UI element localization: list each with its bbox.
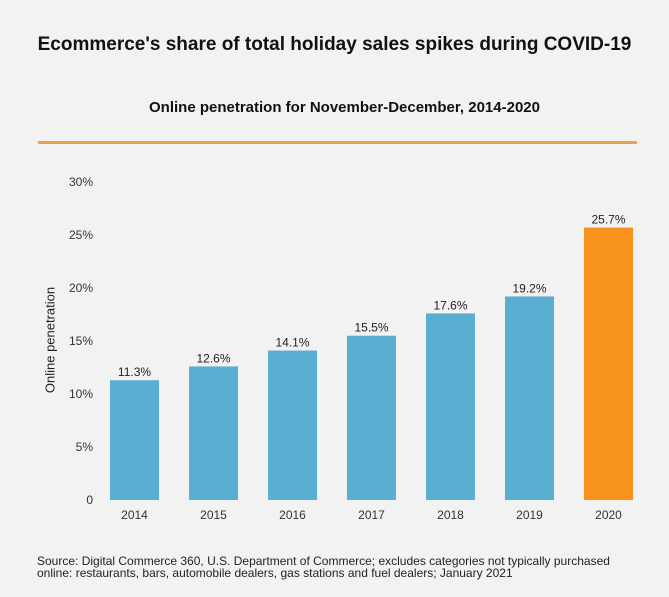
data-label-2018: 17.6% [433, 298, 467, 312]
data-label-2016: 14.1% [275, 336, 309, 350]
y-tick-label: 5% [76, 440, 94, 454]
x-tick-label: 2016 [279, 508, 306, 522]
bar-2016 [268, 350, 317, 500]
bar-2018 [426, 313, 475, 500]
source-note: Source: Digital Commerce 360, U.S. Depar… [37, 554, 610, 580]
y-tick-label: 10% [69, 387, 93, 401]
x-tick-label: 2020 [595, 508, 622, 522]
x-tick-label: 2017 [358, 508, 385, 522]
data-label-2019: 19.2% [512, 281, 546, 295]
y-tick-label: 25% [69, 228, 93, 242]
x-tick-label: 2015 [200, 508, 227, 522]
y-tick-label: 15% [69, 334, 93, 348]
bar-2017 [347, 335, 396, 500]
bar-2015 [189, 366, 238, 500]
data-labels: 11.3% 12.6% 14.1% 15.5% 17.6% 19.2% 25.7% [118, 213, 626, 380]
x-tick-label: 2014 [121, 508, 148, 522]
chart-title: Ecommerce's share of total holiday sales… [37, 34, 632, 55]
bars [110, 227, 633, 500]
x-axis-ticks: 2014 2015 2016 2017 2018 2019 2020 [121, 508, 622, 522]
y-tick-label: 30% [69, 175, 93, 189]
data-label-2014: 11.3% [118, 365, 151, 379]
chart-subtitle: Online penetration for November-December… [149, 99, 540, 116]
x-tick-label: 2018 [437, 508, 464, 522]
y-tick-label: 20% [69, 281, 93, 295]
data-label-2020: 25.7% [591, 213, 625, 227]
data-label-2015: 12.6% [196, 351, 230, 365]
bar-2020 [584, 227, 633, 500]
accent-divider [38, 141, 637, 144]
data-label-2017: 15.5% [354, 321, 388, 335]
y-tick-label: 0 [86, 493, 93, 507]
x-tick-label: 2019 [516, 508, 543, 522]
bar-2014 [110, 380, 159, 500]
y-axis-ticks: 0 5% 10% 15% 20% 25% 30% [69, 175, 93, 507]
bar-2019 [505, 296, 554, 500]
